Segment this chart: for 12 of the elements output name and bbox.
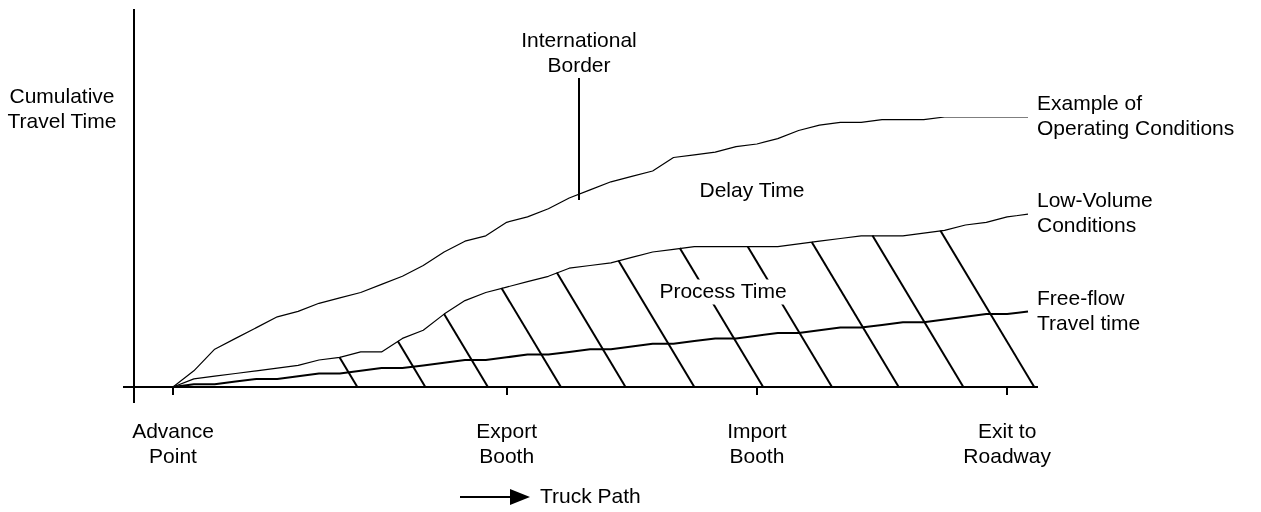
annotation: Process Time: [659, 278, 787, 302]
x-tick-label: Export Booth: [476, 419, 538, 468]
series-label: Low-Volume Conditions: [1037, 188, 1153, 237]
series-label: Free-flow Travel time: [1037, 285, 1141, 334]
x-tick-label: Advance Point: [132, 419, 214, 468]
text: International Border: [521, 28, 637, 77]
y-axis-title: Cumulative Travel Time: [7, 84, 117, 133]
annotation: Delay Time: [699, 177, 805, 201]
x-tick-label: Exit to Roadway: [963, 419, 1052, 468]
series-label: Example of Operating Conditions: [1037, 91, 1235, 140]
text: Truck Path: [540, 483, 641, 507]
x-tick-label: Import Booth: [727, 419, 787, 468]
